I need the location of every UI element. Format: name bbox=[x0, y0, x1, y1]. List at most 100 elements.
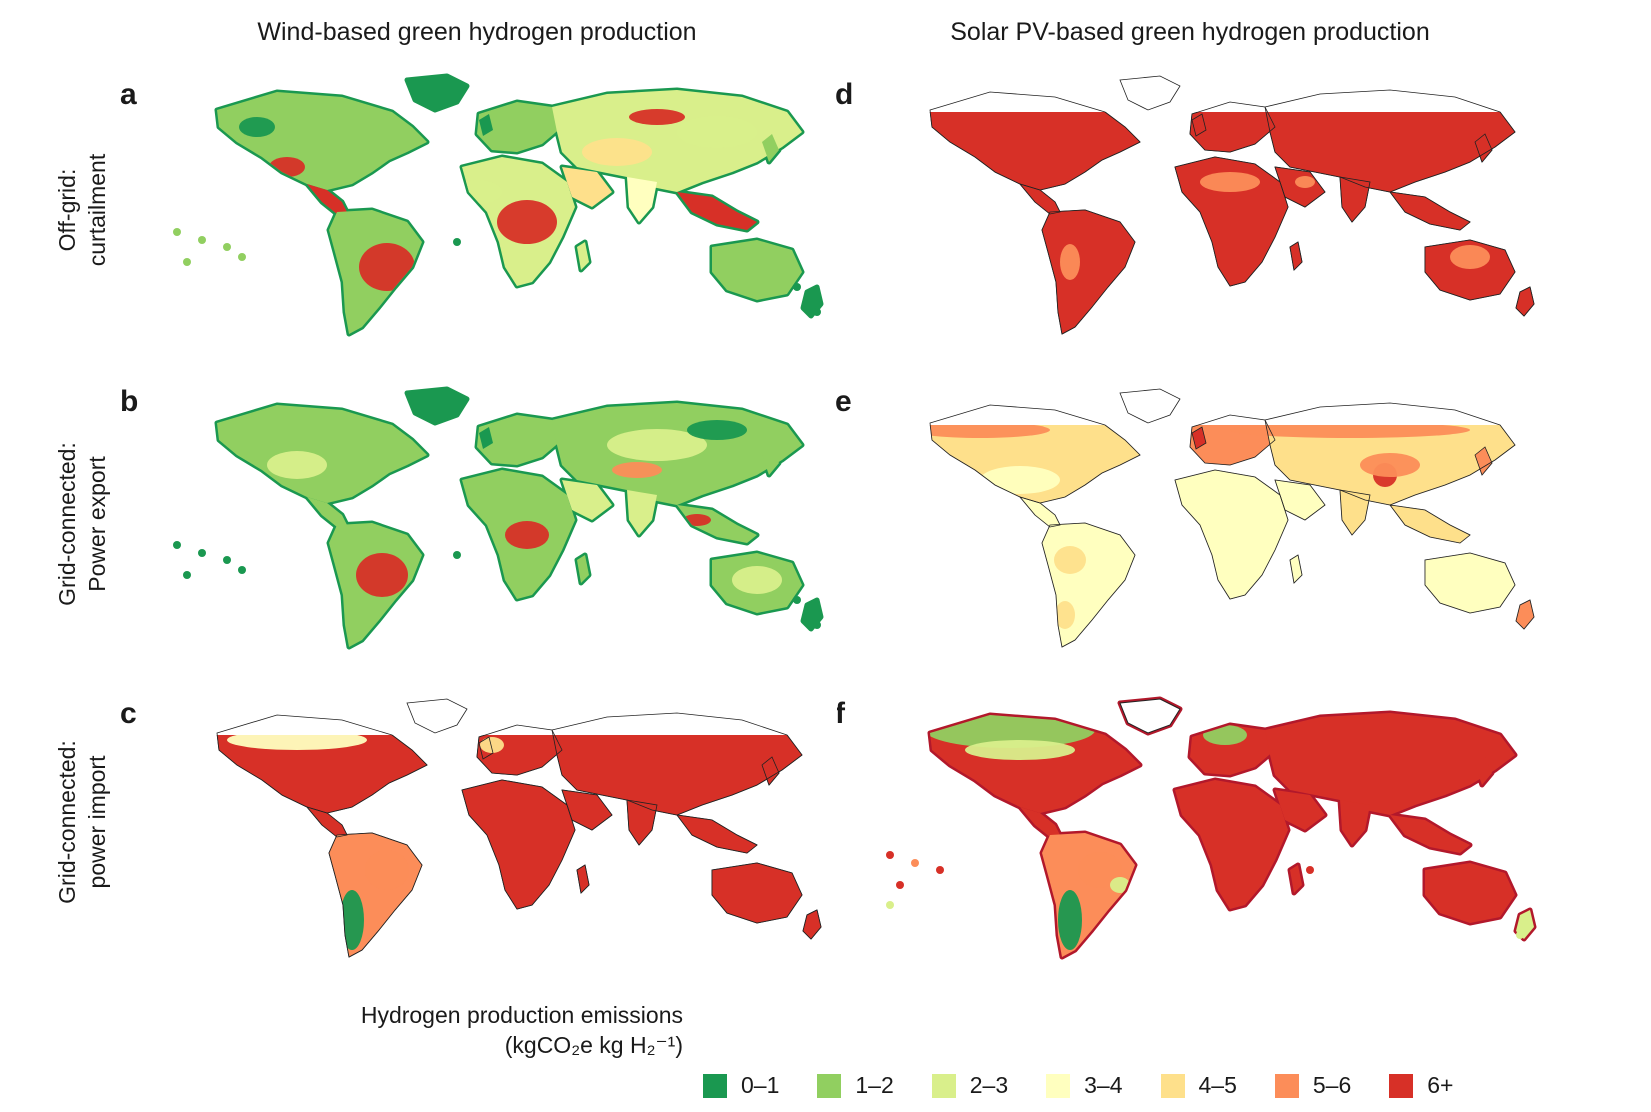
map-panel-d bbox=[870, 72, 1550, 342]
island bbox=[813, 621, 821, 629]
region-asia bbox=[1265, 713, 1515, 815]
emission-patch bbox=[582, 138, 652, 166]
region-nz bbox=[1516, 287, 1534, 316]
region-europe bbox=[477, 725, 562, 775]
island bbox=[453, 238, 461, 246]
map-panel-c bbox=[157, 695, 837, 965]
region-uk bbox=[479, 114, 493, 136]
region-africa bbox=[462, 780, 575, 909]
island bbox=[886, 901, 894, 909]
region-centralAmerica bbox=[307, 807, 347, 837]
emission-patch bbox=[497, 200, 557, 244]
emission-patch bbox=[1200, 172, 1260, 192]
emission-patch bbox=[1078, 852, 1122, 888]
island bbox=[793, 283, 801, 291]
panel-letter-b: b bbox=[120, 385, 139, 418]
island bbox=[911, 859, 919, 867]
legend-title-line2: (kgCO₂e kg H₂⁻¹) bbox=[504, 1032, 683, 1058]
world-map bbox=[886, 696, 1537, 960]
region-asia bbox=[552, 90, 802, 192]
emission-patch bbox=[239, 117, 275, 137]
row-label-offgrid-line1: Off-grid: bbox=[54, 168, 80, 252]
legend-title: Hydrogen production emissions (kgCO₂e kg… bbox=[361, 1000, 683, 1060]
region-india bbox=[1340, 490, 1370, 535]
region-india bbox=[627, 800, 657, 845]
emission-patch bbox=[612, 462, 662, 478]
emission-patch bbox=[267, 451, 327, 479]
legend: 0–1 1–2 2–3 3–4 4–5 5–6 6+ bbox=[703, 1072, 1491, 1099]
legend-swatch bbox=[703, 1073, 727, 1098]
island bbox=[1306, 866, 1314, 874]
region-seAsia bbox=[677, 815, 757, 853]
island bbox=[238, 566, 246, 574]
emission-patch bbox=[1060, 244, 1080, 280]
world-map bbox=[173, 73, 824, 337]
island bbox=[198, 549, 206, 557]
emission-patch bbox=[930, 422, 1050, 438]
map-panel-e bbox=[870, 385, 1550, 655]
emission-patch bbox=[1295, 176, 1315, 188]
legend-swatch bbox=[1160, 1073, 1185, 1098]
region-madagascar bbox=[1290, 865, 1302, 893]
world-map bbox=[870, 385, 1550, 648]
legend-swatch bbox=[817, 1073, 842, 1098]
legend-item: 3–4 bbox=[1046, 1072, 1123, 1099]
region-seAsia bbox=[1390, 815, 1470, 853]
legend-swatch bbox=[1274, 1073, 1299, 1098]
legend-item: 0–1 bbox=[703, 1072, 779, 1099]
region-madagascar bbox=[577, 555, 589, 583]
row-label-export: Grid-connected: Power export bbox=[52, 374, 112, 674]
emission-patch bbox=[677, 116, 757, 148]
panel-letter-c: c bbox=[120, 697, 137, 730]
region-centralAmerica bbox=[1020, 807, 1060, 837]
emission-patch bbox=[340, 890, 364, 950]
legend-item: 2–3 bbox=[931, 1072, 1008, 1099]
row-label-export-line1: Grid-connected: bbox=[54, 442, 80, 606]
region-africa bbox=[1175, 157, 1288, 286]
island bbox=[453, 551, 461, 559]
emission-patch bbox=[1110, 877, 1130, 893]
region-india bbox=[627, 490, 657, 535]
map-panel-b bbox=[157, 385, 837, 655]
emission-patch bbox=[365, 850, 409, 890]
island bbox=[183, 258, 191, 266]
emission-patch bbox=[1360, 453, 1420, 477]
region-europe bbox=[477, 415, 562, 465]
legend-label: 0–1 bbox=[741, 1072, 780, 1098]
solar-column-title: Solar PV-based green hydrogen production bbox=[950, 18, 1430, 46]
region-uk bbox=[1192, 737, 1206, 759]
legend-label: 5–6 bbox=[1312, 1072, 1352, 1098]
region-asia bbox=[552, 713, 802, 815]
legend-item: 6+ bbox=[1389, 1072, 1453, 1099]
region-northAmerica bbox=[217, 405, 427, 503]
region-arabia bbox=[562, 167, 612, 207]
emission-patch bbox=[1203, 725, 1247, 745]
legend-item: 4–5 bbox=[1160, 1072, 1237, 1099]
island bbox=[223, 556, 231, 564]
region-australia bbox=[1425, 553, 1515, 613]
region-centralAmerica bbox=[1020, 497, 1060, 527]
region-arabia bbox=[562, 790, 612, 830]
region-seAsia bbox=[1390, 192, 1470, 230]
legend-swatch bbox=[931, 1073, 956, 1098]
island bbox=[173, 228, 181, 236]
region-australia bbox=[1425, 863, 1515, 923]
world-map bbox=[870, 72, 1550, 335]
island bbox=[223, 243, 231, 251]
region-uk bbox=[1192, 114, 1206, 136]
legend-label: 3–4 bbox=[1084, 1072, 1123, 1098]
region-africa bbox=[1175, 780, 1288, 909]
island bbox=[886, 851, 894, 859]
region-india bbox=[1340, 800, 1370, 845]
row-label-offgrid: Off-grid: curtailment bbox=[52, 60, 112, 360]
legend-label: 4–5 bbox=[1198, 1072, 1237, 1098]
emission-patch bbox=[1450, 245, 1490, 269]
emission-patch bbox=[629, 109, 685, 125]
region-northAmerica bbox=[930, 92, 1140, 190]
panel-letter-d: d bbox=[835, 78, 854, 111]
emission-patch bbox=[359, 243, 415, 291]
legend-label: 6+ bbox=[1427, 1072, 1454, 1098]
emission-patch bbox=[732, 566, 782, 594]
region-australia bbox=[1425, 240, 1515, 300]
emission-patch bbox=[356, 553, 408, 597]
